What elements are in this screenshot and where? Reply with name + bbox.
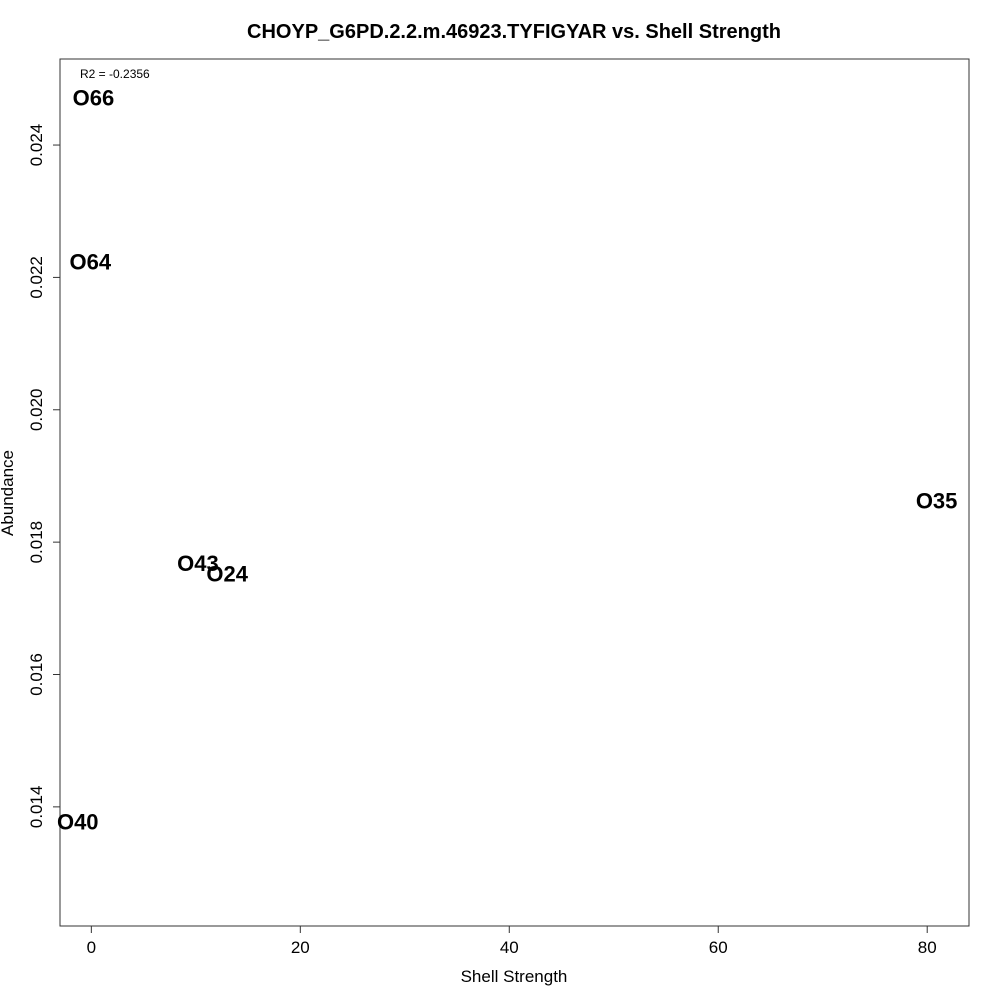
point-label: O66 xyxy=(73,86,115,111)
y-tick-label: 0.018 xyxy=(27,521,46,564)
point-label: O40 xyxy=(57,810,99,835)
y-tick-label: 0.014 xyxy=(27,786,46,829)
y-axis: 0.014 0.016 0.018 0.020 0.022 0.024 xyxy=(27,124,61,829)
r2-annotation: R2 = -0.2356 xyxy=(80,67,150,81)
x-tick-label: 40 xyxy=(500,938,519,957)
y-tick-label: 0.020 xyxy=(27,388,46,431)
x-axis-label: Shell Strength xyxy=(461,967,568,986)
chart-title: CHOYP_G6PD.2.2.m.46923.TYFIGYAR vs. Shel… xyxy=(247,21,781,43)
y-tick-label: 0.022 xyxy=(27,256,46,299)
plot-frame xyxy=(59,58,970,927)
x-tick-label: 20 xyxy=(291,938,310,957)
x-axis: 0 20 40 60 80 xyxy=(87,925,937,957)
y-tick-label: 0.024 xyxy=(27,124,46,167)
point-label: O64 xyxy=(70,250,112,275)
x-tick-label: 60 xyxy=(709,938,728,957)
x-tick-label: 0 xyxy=(87,938,96,957)
y-tick-label: 0.016 xyxy=(27,653,46,696)
y-axis-label: Abundance xyxy=(0,450,17,536)
point-label: O43 xyxy=(177,551,219,576)
point-label: O35 xyxy=(916,489,958,514)
point-label: O24 xyxy=(206,561,248,586)
x-tick-label: 80 xyxy=(918,938,937,957)
